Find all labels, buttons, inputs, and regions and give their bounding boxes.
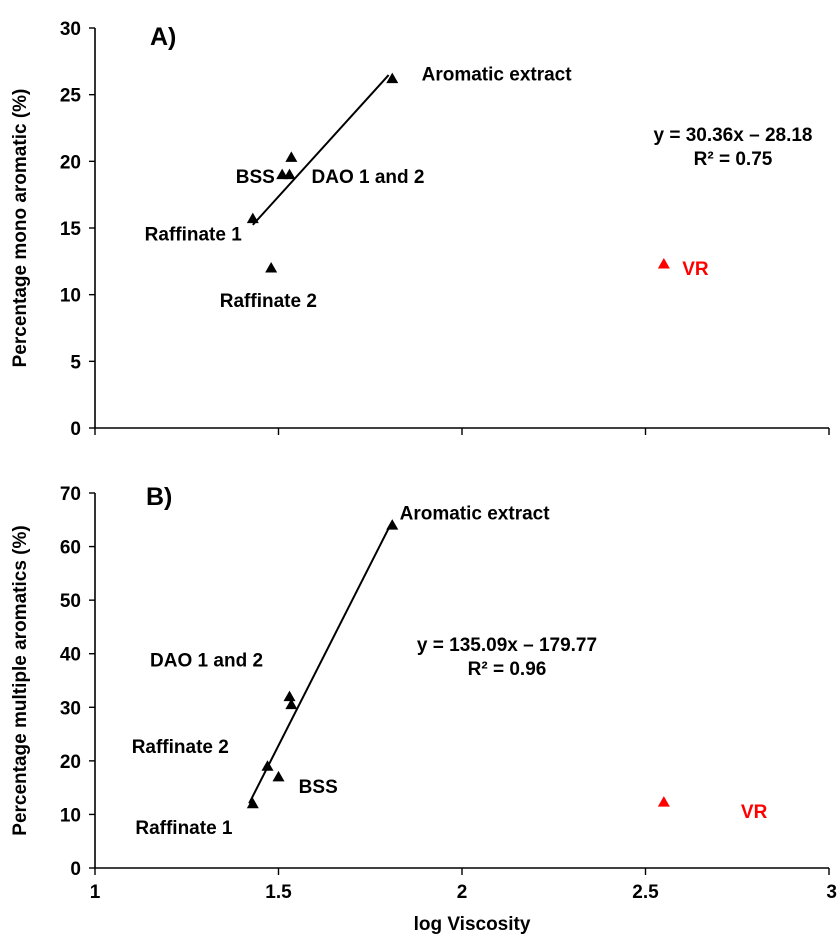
point-label: VR: [682, 259, 709, 280]
data-point-marker: [386, 519, 399, 530]
data-point-marker: [283, 168, 296, 180]
y-tick-label: 25: [60, 86, 82, 107]
y-tick-label: 20: [60, 152, 81, 173]
data-point-marker: [272, 770, 285, 782]
point-label: Raffinate 2: [220, 291, 317, 312]
y-tick-label: 60: [60, 538, 81, 559]
x-tick-label: 1: [90, 882, 101, 903]
data-point-marker: [285, 151, 298, 162]
x-tick-label: 2: [457, 882, 468, 903]
point-label: VR: [741, 802, 768, 823]
y-tick-label: 5: [70, 352, 81, 373]
data-point-marker: [285, 698, 298, 710]
y-tick-label: 30: [60, 698, 81, 719]
data-point-marker: [657, 796, 670, 807]
trendline: [248, 527, 390, 804]
point-label: Raffinate 1: [135, 818, 233, 839]
point-label: BSS: [299, 777, 338, 798]
y-tick-label: 50: [60, 591, 81, 612]
data-point-marker: [261, 760, 274, 771]
y-tick-label: 70: [60, 484, 81, 505]
y-tick-label: 20: [60, 752, 81, 773]
panel-label: A): [150, 23, 176, 51]
y-axis-title: Percentage mono aromatic (%): [10, 89, 31, 368]
x-tick-label: 2.5: [632, 882, 659, 903]
point-label: Aromatic extract: [422, 64, 573, 85]
point-label: Raffinate 2: [132, 737, 229, 758]
trendline-equation: y = 135.09x – 179.77: [417, 635, 597, 656]
y-tick-label: 40: [60, 645, 81, 666]
y-tick-label: 10: [60, 286, 81, 307]
data-point-marker: [246, 212, 259, 224]
point-label: DAO 1 and 2: [312, 167, 425, 188]
data-point-marker: [246, 797, 259, 809]
point-label: DAO 1 and 2: [150, 651, 263, 672]
y-tick-label: 10: [60, 805, 81, 826]
point-label: Aromatic extract: [400, 503, 551, 524]
trendline-r-squared: R² = 0.96: [468, 659, 547, 680]
x-tick-label: 3: [826, 882, 837, 903]
trendline: [252, 74, 390, 226]
data-point-marker: [283, 690, 296, 702]
y-axis-title: Percentage multiple aromatics (%): [10, 525, 31, 835]
point-label: BSS: [236, 167, 275, 188]
point-label: Raffinate 1: [145, 224, 243, 245]
y-tick-label: 0: [70, 419, 81, 440]
data-point-marker: [657, 258, 670, 269]
trendline-equation: y = 30.36x – 28.18: [653, 125, 812, 146]
x-axis-title: log Viscosity: [414, 914, 531, 935]
data-point-marker: [386, 72, 399, 84]
y-tick-label: 30: [60, 19, 81, 40]
y-tick-label: 15: [60, 219, 82, 240]
trendline-r-squared: R² = 0.75: [694, 149, 773, 170]
x-tick-label: 1.5: [265, 882, 292, 903]
data-point-marker: [265, 262, 278, 273]
panel-label: B): [146, 483, 172, 511]
y-tick-label: 0: [70, 859, 81, 880]
